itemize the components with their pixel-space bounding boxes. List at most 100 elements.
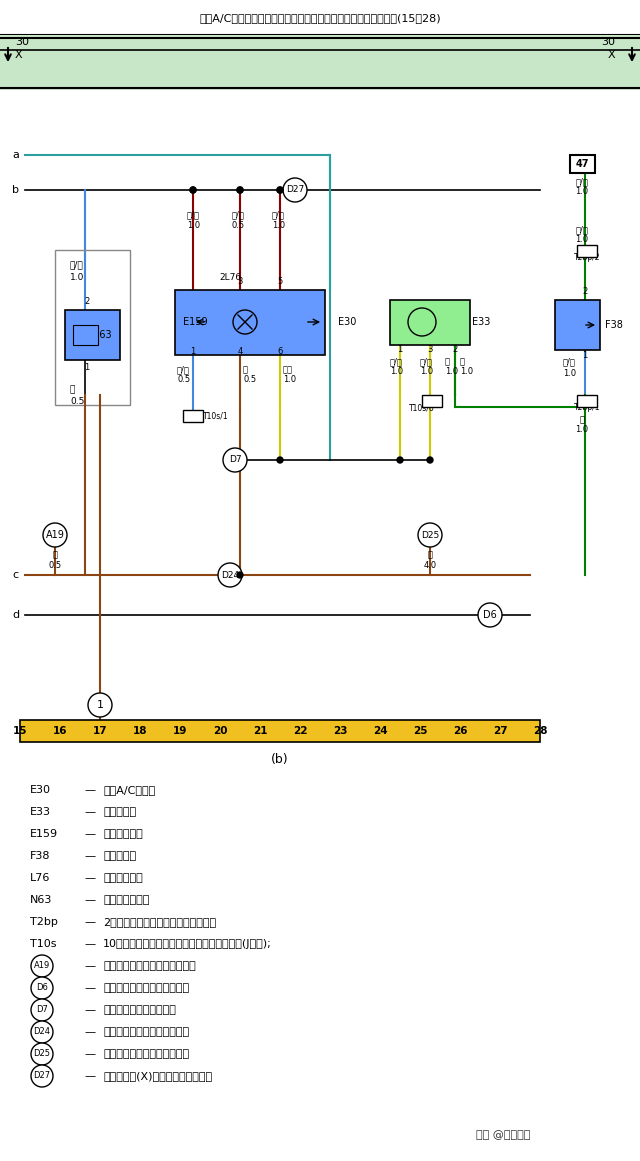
Circle shape	[218, 563, 242, 587]
Text: a: a	[12, 150, 19, 160]
Text: —: —	[84, 785, 95, 795]
Text: 蓝/红: 蓝/红	[70, 260, 84, 269]
Text: 30: 30	[601, 37, 615, 46]
Text: E30: E30	[338, 317, 356, 327]
Text: 21: 21	[253, 726, 268, 736]
Text: F38: F38	[30, 851, 51, 861]
Text: 接地连接线，在仪表线束内；: 接地连接线，在仪表线束内；	[103, 983, 189, 993]
Text: 1.0: 1.0	[283, 375, 296, 384]
Text: 1.0: 1.0	[272, 221, 285, 230]
Text: 1.0: 1.0	[445, 368, 458, 376]
Circle shape	[31, 1021, 53, 1043]
Text: 0.5: 0.5	[49, 562, 61, 570]
Text: —: —	[84, 939, 95, 949]
Text: 棕: 棕	[445, 358, 450, 367]
Text: 0.5: 0.5	[232, 221, 245, 230]
Text: 绿: 绿	[460, 358, 465, 367]
Text: 棕: 棕	[52, 550, 58, 560]
Text: 绿/白: 绿/白	[575, 225, 588, 235]
FancyBboxPatch shape	[570, 156, 595, 173]
Text: 蓝/黄: 蓝/黄	[420, 358, 433, 367]
FancyBboxPatch shape	[73, 325, 98, 345]
Circle shape	[427, 457, 433, 463]
Text: 6: 6	[277, 347, 283, 356]
Text: 头条 @飞哥学车: 头条 @飞哥学车	[476, 1130, 530, 1140]
Text: 进风门电磁阀；: 进风门电磁阀；	[103, 895, 149, 906]
Text: D27: D27	[286, 186, 304, 195]
Text: E159: E159	[183, 317, 207, 327]
Text: 1: 1	[582, 351, 588, 360]
Text: 蓝/黄: 蓝/黄	[390, 358, 403, 367]
FancyBboxPatch shape	[422, 395, 442, 408]
Circle shape	[237, 187, 243, 193]
Text: 0.5: 0.5	[70, 397, 84, 406]
Text: 空调A/C开关、内循环开关、冷量开关、室温开关、进风门电磁阀(15～28): 空调A/C开关、内循环开关、冷量开关、室温开关、进风门电磁阀(15～28)	[199, 13, 441, 23]
FancyBboxPatch shape	[0, 35, 640, 91]
Text: T10s/1: T10s/1	[203, 411, 228, 420]
Text: 28: 28	[532, 726, 547, 736]
Text: X: X	[607, 50, 615, 60]
Text: 16: 16	[52, 726, 67, 736]
Circle shape	[478, 603, 502, 627]
Circle shape	[190, 187, 196, 193]
Circle shape	[408, 308, 436, 336]
Circle shape	[31, 956, 53, 978]
Text: 1.0: 1.0	[460, 368, 473, 376]
Text: D7: D7	[36, 1005, 48, 1015]
Text: 18: 18	[132, 726, 147, 736]
Text: E33: E33	[30, 807, 51, 817]
Text: T2bp/2: T2bp/2	[573, 253, 600, 262]
FancyBboxPatch shape	[175, 290, 325, 355]
FancyBboxPatch shape	[390, 300, 470, 345]
Circle shape	[237, 187, 243, 193]
Text: 蓝/红: 蓝/红	[563, 358, 576, 367]
Text: 2: 2	[582, 288, 588, 296]
Text: 0.5: 0.5	[243, 375, 256, 384]
Text: 17: 17	[93, 726, 108, 736]
Text: 24: 24	[372, 726, 387, 736]
Text: 2L76: 2L76	[219, 274, 241, 282]
Text: —: —	[84, 1070, 95, 1081]
Text: —: —	[84, 917, 95, 926]
Circle shape	[283, 178, 307, 202]
Text: 接地连接线，在仪表线束内；: 接地连接线，在仪表线束内；	[103, 1027, 189, 1037]
Text: E159: E159	[30, 829, 58, 839]
Circle shape	[277, 187, 283, 193]
Text: —: —	[84, 1027, 95, 1037]
Text: 27: 27	[493, 726, 508, 736]
Text: 按钮显示灯；: 按钮显示灯；	[103, 873, 143, 884]
Text: D6: D6	[36, 983, 48, 993]
Text: 1.0: 1.0	[575, 236, 589, 245]
Polygon shape	[5, 48, 20, 62]
Text: T10s/6: T10s/6	[409, 404, 435, 412]
Text: N63: N63	[92, 330, 111, 340]
Text: 1.0: 1.0	[390, 368, 403, 376]
Text: 黑/红: 黑/红	[272, 210, 285, 219]
Text: F38: F38	[605, 320, 623, 330]
Circle shape	[43, 522, 67, 547]
Circle shape	[277, 457, 283, 463]
Text: —: —	[84, 807, 95, 817]
FancyBboxPatch shape	[183, 410, 203, 421]
Text: C: C	[418, 317, 426, 327]
Text: —: —	[84, 895, 95, 906]
Text: 连接线，在仪表线束内；: 连接线，在仪表线束内；	[103, 1005, 176, 1015]
Text: D27: D27	[33, 1072, 51, 1081]
Text: 棕: 棕	[428, 550, 433, 560]
Text: 1.0: 1.0	[575, 425, 589, 434]
Text: 空调A/C开关；: 空调A/C开关；	[103, 785, 156, 795]
FancyBboxPatch shape	[577, 245, 597, 257]
Text: 23: 23	[333, 726, 348, 736]
Circle shape	[223, 448, 247, 473]
Text: 黑/红: 黑/红	[232, 210, 245, 219]
Circle shape	[190, 187, 196, 193]
Text: 10针插头，棕色，在继电器熔断丝支架顶面上(J号位);: 10针插头，棕色，在继电器熔断丝支架顶面上(J号位);	[103, 939, 272, 949]
Text: 1: 1	[190, 347, 196, 356]
Text: d: d	[12, 610, 19, 620]
Circle shape	[31, 1065, 53, 1087]
Polygon shape	[620, 48, 635, 62]
Text: 1: 1	[97, 700, 104, 711]
Circle shape	[397, 457, 403, 463]
Text: —: —	[84, 983, 95, 993]
Text: 25: 25	[413, 726, 428, 736]
